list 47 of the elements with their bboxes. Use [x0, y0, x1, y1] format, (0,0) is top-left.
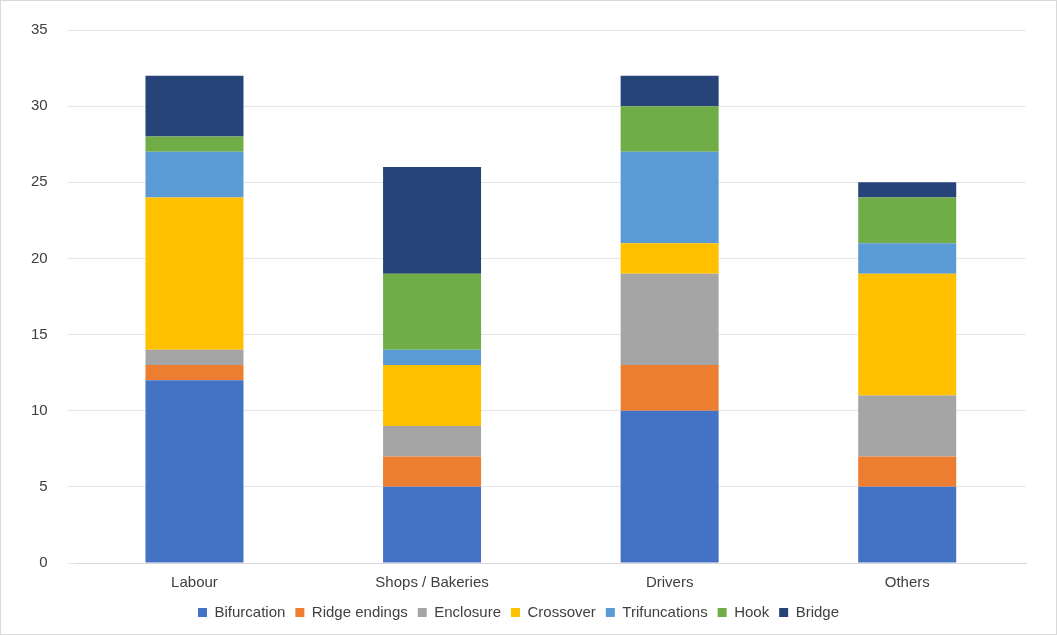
y-tick-label: 10 [31, 400, 48, 418]
bar [858, 395, 957, 457]
bar [620, 365, 719, 411]
y-tick-label: 35 [31, 20, 48, 38]
legend-label: Crossover [527, 602, 596, 620]
bar [145, 365, 244, 381]
bar [383, 486, 482, 563]
x-tick-label: Others [884, 573, 930, 591]
legend-label: Ridge endings [311, 602, 408, 620]
legend-label: Trifuncations [622, 602, 708, 620]
bar [858, 486, 957, 563]
y-tick-label: 15 [31, 324, 48, 342]
bar [383, 167, 482, 274]
legend-label: Bridge [795, 602, 840, 620]
x-tick-label: Drivers [645, 573, 694, 591]
bar [620, 151, 719, 244]
bar [620, 75, 719, 107]
bar [145, 75, 244, 137]
bar [858, 182, 957, 198]
bar [383, 349, 482, 366]
bar [145, 380, 244, 563]
bar [620, 243, 719, 274]
y-tick-label: 25 [31, 172, 48, 190]
x-tick-label: Labour [171, 573, 218, 591]
y-tick-label: 30 [31, 96, 48, 114]
y-tick-label: 5 [39, 477, 48, 494]
bar [145, 349, 244, 366]
bar [620, 273, 719, 366]
bar [145, 151, 244, 198]
bar [383, 425, 482, 457]
bar [145, 136, 244, 152]
x-tick-label: Shops / Bakeries [375, 573, 489, 591]
bar [383, 456, 482, 487]
bar [145, 197, 244, 350]
y-tick-label: 20 [31, 248, 48, 266]
bar [383, 365, 482, 426]
legend-label: Bifurcation [214, 602, 286, 620]
bar [620, 106, 719, 152]
bar [858, 243, 957, 274]
bar [858, 197, 957, 244]
legend-label: Enclosure [434, 602, 501, 620]
bar [620, 410, 719, 563]
bar [383, 273, 482, 350]
legend-label: Hook [734, 602, 770, 620]
y-tick-label: 0 [39, 553, 48, 571]
bar [858, 273, 957, 396]
bar [858, 456, 957, 487]
